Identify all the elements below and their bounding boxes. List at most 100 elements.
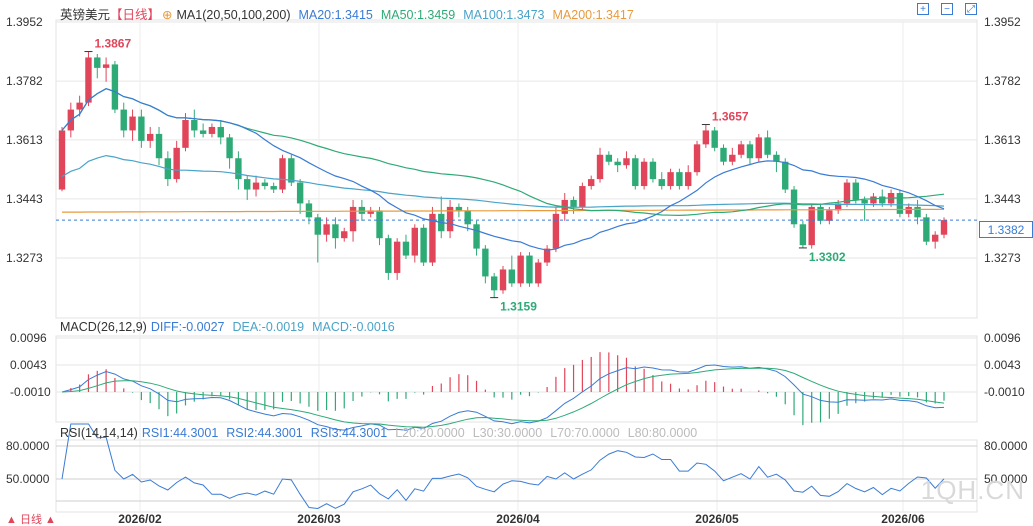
- ma100-value: MA100:1.3473: [463, 8, 545, 22]
- macd-label: MACD(26,12,9): [60, 320, 147, 334]
- y-tick-label-left: 1.3443: [6, 192, 43, 206]
- candle-body: [826, 210, 833, 221]
- candle-body: [208, 126, 216, 134]
- candle-body: [244, 179, 251, 190]
- candle-body: [446, 206, 454, 232]
- candle-body: [755, 137, 762, 159]
- candle-body: [676, 172, 683, 187]
- candle-body: [552, 213, 560, 249]
- ma100-line: [61, 154, 945, 208]
- candle-body: [588, 179, 595, 187]
- watermark: 1QH.CN: [920, 475, 1025, 505]
- candle-body: [314, 217, 321, 235]
- candle-body: [931, 234, 939, 242]
- candle-body: [358, 206, 366, 214]
- candle-body: [305, 203, 313, 218]
- candle-body: [764, 137, 771, 155]
- y-tick-label-left: 1.3952: [6, 15, 43, 29]
- high-label: 1.3867: [94, 37, 131, 51]
- candle-body: [508, 269, 516, 284]
- y-tick-label-right: 1.3443: [984, 192, 1021, 206]
- macd-axis-label-left: 0.0043: [10, 358, 47, 372]
- candle-body: [605, 154, 613, 162]
- ma50-line: [61, 88, 945, 217]
- dea-value: DEA:-0.0019: [232, 320, 305, 334]
- candle-body: [879, 196, 886, 204]
- candle-body: [685, 172, 692, 187]
- candle-body: [76, 102, 83, 110]
- candle-body: [341, 231, 348, 239]
- main-legend: 英镑美元【日线】 ⊕ MA1(20,50,100,200) MA20:1.3415 MA…: [60, 4, 642, 23]
- candle-body: [138, 116, 145, 141]
- x-tick-label: 2026/04: [496, 512, 540, 526]
- candle-body: [288, 158, 295, 183]
- candle-body: [852, 182, 859, 200]
- low-label: 1.3159: [500, 300, 537, 314]
- rsi-axis-label-right: 80.0000: [984, 439, 1028, 453]
- candle-body: [702, 130, 710, 145]
- high-label: 1.3657: [712, 110, 749, 124]
- macd-legend: MACD(26,12,9) DIFF:-0.0027 DEA:-0.0019 MACD…: [60, 320, 403, 334]
- candle-body: [261, 182, 269, 187]
- l20-value: L20:20.0000: [395, 426, 465, 440]
- candle-body: [411, 227, 418, 256]
- candle-body: [482, 248, 489, 277]
- candle-body: [649, 161, 657, 180]
- rsi1-value: RSI1:44.3001: [141, 426, 219, 440]
- candle-body: [393, 241, 401, 273]
- candle-body: [490, 276, 498, 291]
- candle-body: [711, 130, 718, 148]
- ma20-value: MA20:1.3415: [298, 8, 373, 22]
- macd-axis-label-right: 0.0043: [984, 358, 1021, 372]
- ma50-value: MA50:1.3459: [380, 8, 456, 22]
- rsi-label: RSI(14,14,14): [60, 426, 138, 440]
- candle-body: [420, 227, 427, 263]
- candle-body: [923, 217, 930, 242]
- candle-body: [640, 161, 648, 187]
- candle-body: [746, 144, 754, 159]
- x-tick-label: 2026/03: [297, 512, 341, 526]
- candle-body: [790, 189, 798, 225]
- y-tick-label-left: 1.3782: [6, 74, 43, 88]
- candle-body: [191, 120, 198, 131]
- candle-body: [843, 182, 851, 204]
- candle-body: [296, 182, 304, 204]
- rsi-legend: RSI(14,14,14) RSI1:44.3001 RSI2:44.3001 RSI…: [60, 426, 705, 440]
- candle-body: [102, 64, 110, 68]
- candle-body: [905, 206, 912, 214]
- candle-body: [367, 210, 374, 214]
- l30-value: L30:30.0000: [472, 426, 543, 440]
- main-panel-frame: [55, 19, 978, 319]
- candle-body: [182, 120, 189, 148]
- y-tick-label-left: 1.3273: [6, 251, 43, 265]
- zoom-out-icon[interactable]: −: [941, 3, 953, 15]
- candle-body: [614, 161, 621, 166]
- fullscreen-icon[interactable]: ⤢: [965, 3, 977, 15]
- zoom-in-icon[interactable]: +: [917, 3, 929, 15]
- rsi-axis-label-left: 80.0000: [6, 439, 50, 453]
- candle-body: [623, 158, 630, 166]
- settings-icon[interactable]: ⊕: [162, 8, 173, 22]
- candle-body: [349, 206, 357, 232]
- candle-body: [85, 57, 92, 103]
- macd-panel-frame: [55, 335, 978, 423]
- x-tick-label: 2026/06: [881, 512, 925, 526]
- rsi-line: [61, 423, 945, 510]
- candle-body: [173, 147, 180, 180]
- candle-body: [155, 133, 163, 159]
- candle-body: [147, 133, 154, 141]
- macd-axis-label-left: -0.0010: [10, 385, 51, 399]
- rsi-axis-label-left: 50.0000: [6, 472, 50, 486]
- period-label[interactable]: 【日线】: [110, 8, 161, 22]
- rsi-panel-frame: [55, 439, 978, 513]
- macd-axis-label-left: 0.0096: [10, 331, 47, 345]
- x-tick-label: 2026/02: [118, 512, 162, 526]
- candle-body: [129, 116, 136, 131]
- candle-body: [579, 186, 586, 207]
- candle-body: [385, 238, 392, 273]
- candle-body: [376, 210, 383, 239]
- y-tick-label-right: 1.3782: [984, 74, 1021, 88]
- ma-label: MA1(20,50,100,200): [176, 8, 291, 22]
- dea-line: [61, 367, 945, 428]
- candle-body: [535, 262, 542, 284]
